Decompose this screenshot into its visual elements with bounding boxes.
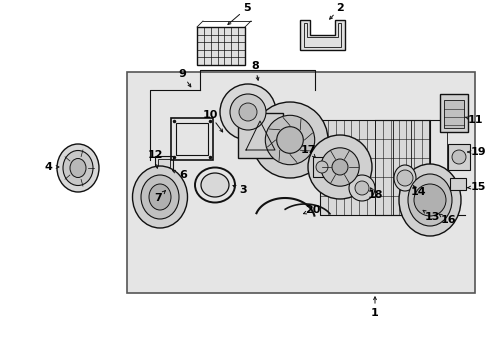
Ellipse shape bbox=[63, 150, 93, 185]
Text: 11: 11 bbox=[467, 115, 482, 125]
Text: 2: 2 bbox=[335, 3, 343, 13]
Text: 10: 10 bbox=[202, 110, 217, 120]
Text: 17: 17 bbox=[300, 145, 315, 155]
Text: 12: 12 bbox=[147, 150, 163, 160]
Circle shape bbox=[315, 161, 327, 173]
Bar bbox=[127, 72, 474, 293]
Bar bbox=[439, 94, 467, 132]
Bar bbox=[197, 27, 244, 65]
Circle shape bbox=[348, 175, 374, 201]
Text: 8: 8 bbox=[251, 61, 258, 71]
Polygon shape bbox=[299, 20, 345, 50]
Text: 5: 5 bbox=[243, 3, 250, 13]
Circle shape bbox=[307, 135, 371, 199]
Circle shape bbox=[220, 84, 275, 140]
Text: 20: 20 bbox=[305, 205, 320, 215]
Bar bbox=[319, 120, 429, 215]
Bar bbox=[171, 118, 213, 160]
Circle shape bbox=[331, 159, 347, 175]
Text: 13: 13 bbox=[424, 212, 439, 222]
Bar bbox=[155, 156, 173, 170]
Circle shape bbox=[451, 150, 465, 164]
Text: 4: 4 bbox=[44, 162, 52, 172]
Bar bbox=[158, 159, 170, 167]
Ellipse shape bbox=[149, 184, 171, 210]
Text: 16: 16 bbox=[439, 215, 455, 225]
Bar bbox=[443, 100, 463, 128]
Circle shape bbox=[239, 103, 257, 121]
Circle shape bbox=[320, 148, 359, 186]
Bar bbox=[238, 113, 283, 158]
Text: 7: 7 bbox=[154, 193, 162, 203]
Circle shape bbox=[396, 170, 412, 186]
Bar bbox=[176, 123, 207, 155]
Text: 14: 14 bbox=[409, 187, 425, 197]
Bar bbox=[449, 178, 465, 190]
Text: 15: 15 bbox=[469, 182, 485, 192]
Text: 1: 1 bbox=[370, 308, 378, 318]
Ellipse shape bbox=[393, 165, 415, 191]
Text: 9: 9 bbox=[178, 69, 185, 79]
Bar bbox=[312, 157, 330, 177]
Bar bbox=[447, 144, 469, 170]
Ellipse shape bbox=[201, 173, 228, 197]
Circle shape bbox=[229, 94, 265, 130]
Ellipse shape bbox=[132, 166, 187, 228]
Text: 3: 3 bbox=[239, 185, 246, 195]
Ellipse shape bbox=[407, 174, 451, 226]
Circle shape bbox=[265, 115, 314, 165]
Ellipse shape bbox=[70, 158, 86, 177]
Text: 18: 18 bbox=[366, 190, 382, 200]
Text: 6: 6 bbox=[179, 170, 186, 180]
Circle shape bbox=[251, 102, 327, 178]
Ellipse shape bbox=[57, 144, 99, 192]
Circle shape bbox=[413, 184, 445, 216]
Ellipse shape bbox=[141, 175, 179, 219]
Ellipse shape bbox=[398, 164, 460, 236]
Circle shape bbox=[354, 181, 368, 195]
Text: 19: 19 bbox=[469, 147, 485, 157]
Circle shape bbox=[276, 127, 303, 153]
